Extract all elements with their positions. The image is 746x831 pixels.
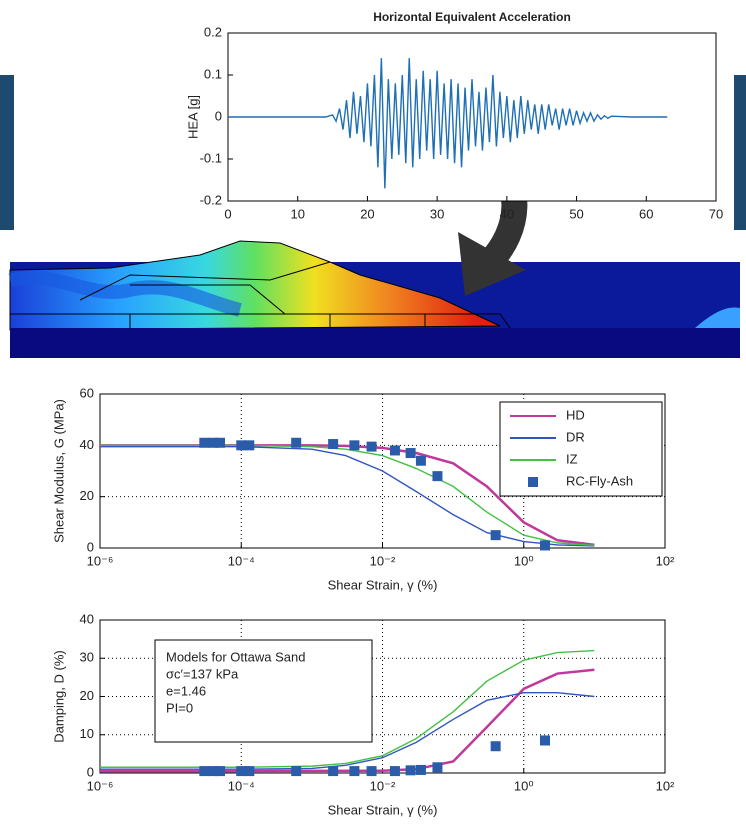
side-band xyxy=(0,75,14,230)
marker xyxy=(490,530,501,541)
y-tick-label: 10 xyxy=(80,726,94,741)
marker xyxy=(405,448,416,459)
line xyxy=(100,444,595,547)
marker xyxy=(349,766,360,777)
y-tick-label: 40 xyxy=(80,437,94,452)
line xyxy=(100,649,595,768)
marker xyxy=(328,439,339,450)
legend-box xyxy=(499,401,663,497)
annotation: Models for Ottawa Sand xyxy=(166,649,305,664)
y-tick-label: 0 xyxy=(215,108,222,123)
marker xyxy=(208,766,219,777)
y-tick-label: 0.1 xyxy=(204,66,222,81)
x-tick-label: 10⁻⁴ xyxy=(228,553,255,568)
x-tick-label: 30 xyxy=(430,206,444,221)
x-tick-label: 10⁻² xyxy=(370,553,396,568)
y-tick-label: 30 xyxy=(80,650,94,665)
marker xyxy=(291,766,302,777)
x-tick-label: 10 xyxy=(290,206,304,221)
x-tick-label: 0 xyxy=(224,206,231,221)
annotation: σc′=137 kPa xyxy=(166,666,239,681)
marker xyxy=(291,437,302,448)
annotation-box xyxy=(154,639,373,743)
annotation: PI=0 xyxy=(166,700,193,715)
marker xyxy=(199,766,210,777)
legend-swatch xyxy=(528,477,538,487)
marker xyxy=(405,765,416,776)
x-tick-label: 40 xyxy=(500,206,514,221)
marker xyxy=(244,766,255,777)
x-tick-label: 10⁰ xyxy=(514,553,534,568)
marker xyxy=(389,766,400,777)
marker xyxy=(199,437,210,448)
line xyxy=(228,58,668,189)
marker xyxy=(236,440,247,451)
dam-section xyxy=(8,240,740,358)
line xyxy=(100,445,595,547)
x-tick-label: 10⁰ xyxy=(514,778,534,793)
marker xyxy=(415,455,426,466)
x-tick-label: 60 xyxy=(639,206,653,221)
y-axis-label: Shear Modulus, G (MPa) xyxy=(51,399,66,543)
marker xyxy=(244,440,255,451)
marker xyxy=(214,437,225,448)
x-tick-label: 10⁻⁶ xyxy=(87,778,114,793)
annotation: e=1.46 xyxy=(166,683,206,698)
x-tick-label: 20 xyxy=(360,206,374,221)
side-band xyxy=(734,75,746,230)
marker xyxy=(236,766,247,777)
y-axis-label: Damping, D (%) xyxy=(51,650,66,742)
y-tick-label: 60 xyxy=(80,385,94,400)
x-tick-label: 50 xyxy=(569,206,583,221)
y-tick-label: 0 xyxy=(87,764,94,779)
y-tick-label: 20 xyxy=(80,688,94,703)
marker xyxy=(540,540,551,551)
line xyxy=(100,668,595,773)
marker xyxy=(349,440,360,451)
legend-label: RC-Fly-Ash xyxy=(566,473,633,488)
x-tick-label: 10² xyxy=(656,778,675,793)
marker xyxy=(415,764,426,775)
x-tick-label: 10⁻⁴ xyxy=(228,778,255,793)
x-axis-label: Shear Strain, γ (%) xyxy=(328,802,438,817)
x-tick-label: 70 xyxy=(709,206,723,221)
marker xyxy=(208,437,219,448)
marker xyxy=(214,766,225,777)
marker xyxy=(540,735,551,746)
legend-label: HD xyxy=(566,407,585,422)
marker xyxy=(432,762,443,773)
y-tick-label: 0 xyxy=(87,539,94,554)
y-tick-label: 40 xyxy=(80,611,94,626)
x-tick-label: 10² xyxy=(656,553,675,568)
y-tick-label: 0.2 xyxy=(204,24,222,39)
x-axis-label: Shear Strain, γ (%) xyxy=(328,577,438,592)
y-axis-label: HEA [g] xyxy=(185,95,200,139)
marker xyxy=(366,766,377,777)
line xyxy=(100,691,595,770)
marker xyxy=(389,445,400,456)
x-tick-label: 10⁻² xyxy=(370,778,396,793)
marker xyxy=(490,741,501,752)
legend-label: DR xyxy=(566,429,585,444)
chart-title: Horizontal Equivalent Acceleration xyxy=(373,10,571,24)
y-tick-label: -0.2 xyxy=(200,192,222,207)
y-tick-label: -0.1 xyxy=(200,150,222,165)
x-tick-label: 10⁻⁶ xyxy=(87,553,114,568)
marker xyxy=(366,441,377,452)
marker xyxy=(328,766,339,777)
legend-label: IZ xyxy=(566,451,578,466)
y-tick-label: 20 xyxy=(80,488,94,503)
marker xyxy=(432,471,443,482)
